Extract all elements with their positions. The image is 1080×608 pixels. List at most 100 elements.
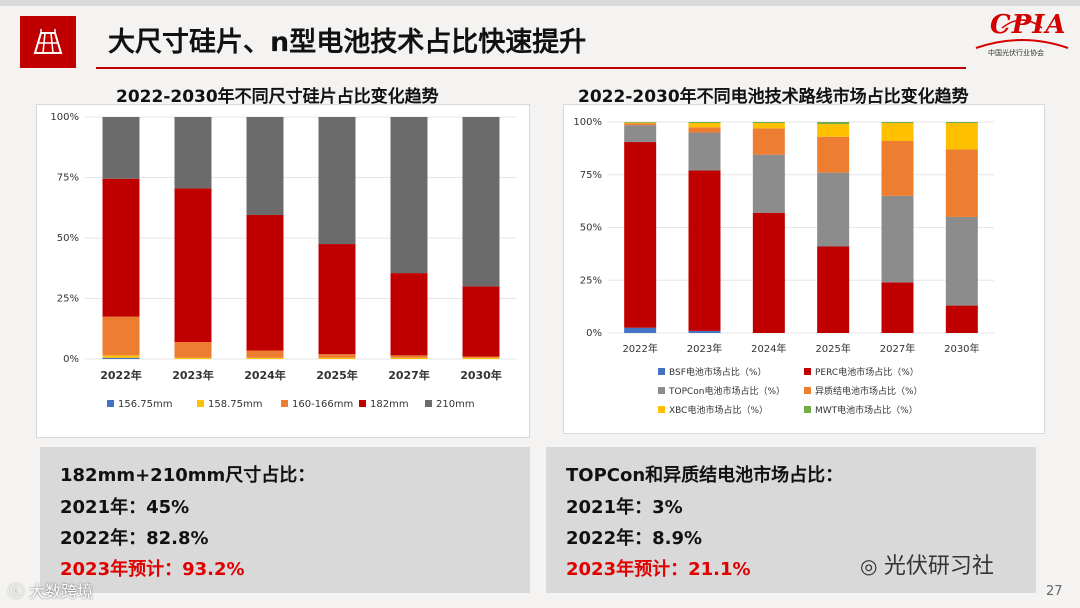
bar-segment: [752, 123, 785, 129]
x-tick-label: 2027年: [880, 342, 915, 355]
legend-swatch: [804, 387, 811, 394]
bar-segment: [246, 350, 284, 358]
bar-segment: [174, 117, 212, 189]
bar-segment: [462, 117, 500, 287]
legend-swatch: [658, 406, 665, 413]
bar-segment: [881, 282, 914, 333]
legend-swatch: [804, 368, 811, 375]
bar-segment: [102, 357, 140, 359]
legend-label: MWT电池市场占比（%）: [815, 404, 918, 416]
bar-segment: [881, 195, 914, 283]
bar-segment: [817, 172, 850, 247]
x-tick-label: 2024年: [751, 342, 786, 355]
y-tick-label: 50%: [580, 223, 602, 234]
watermark-left-text: 大数跨境: [29, 582, 94, 601]
legend-swatch: [658, 368, 665, 375]
watermark-right: ◎ 光伏研习社: [860, 548, 994, 580]
bar-segment: [688, 122, 721, 124]
bar-segment: [945, 122, 978, 124]
bar-segment: [318, 117, 356, 245]
y-tick-label: 25%: [580, 275, 602, 286]
cpia-logo: CPIA 中国光伏行业协会: [972, 8, 1072, 64]
legend-swatch: [197, 400, 204, 407]
left-info-heading: 182mm+210mm尺寸占比：: [60, 465, 316, 486]
legend-swatch: [359, 400, 366, 407]
bar-segment: [390, 357, 428, 359]
right-info-line-2021: 2021年：3%: [566, 497, 683, 518]
bar-segment: [624, 122, 657, 124]
cpia-logo-text: CPIA: [990, 10, 1067, 40]
legend-label: BSF电池市场占比（%）: [669, 366, 766, 378]
bar-segment: [318, 357, 356, 359]
bar-segment: [174, 357, 212, 359]
bar-segment: [174, 342, 212, 358]
x-tick-label: 2025年: [815, 342, 850, 355]
legend-label: 182mm: [370, 399, 409, 410]
right-info-line-2022: 2022年：8.9%: [566, 528, 703, 549]
bar-segment: [945, 216, 978, 306]
right-chart-panel: 0% 25% 50% 75% 100% 2022年 2023年 2024年 2025年 2027年…: [563, 104, 1045, 434]
bar-segment: [462, 357, 500, 359]
left-info-line-2021: 2021年：45%: [60, 497, 190, 518]
bar-segment: [945, 123, 978, 150]
legend-swatch: [804, 406, 811, 413]
legend-swatch: [107, 400, 114, 407]
page-title: 大尺寸硅片、n型电池技术占比快速提升: [108, 27, 587, 58]
bar-segment: [390, 355, 428, 358]
legend-label: 异质结电池市场占比（%）: [815, 385, 923, 397]
bar-segment: [688, 330, 721, 333]
right-chart-title: 2022-2030年不同电池技术路线市场占比变化趋势: [578, 87, 969, 107]
bar-segment: [752, 128, 785, 155]
bar-segment: [624, 122, 657, 123]
bar-segment: [102, 117, 140, 179]
right-info-box: TOPCon和异质结电池市场占比： 2021年：3% 2022年：8.9% 20…: [546, 447, 1036, 593]
x-tick-label: 2024年: [244, 368, 286, 382]
bar-segment: [688, 127, 721, 133]
legend-label: TOPCon电池市场占比（%）: [668, 385, 785, 397]
top-bar: [0, 0, 1080, 6]
bar-segment: [624, 142, 657, 328]
bar-segment: [102, 355, 140, 358]
y-tick-label: 75%: [580, 170, 602, 181]
left-chart-title: 2022-2030年不同尺寸硅片占比变化趋势: [116, 87, 439, 107]
bar-segment: [246, 117, 284, 216]
bar-segment: [945, 149, 978, 217]
left-chart: 0% 25% 50% 75% 100% 2022年 2023年 2024年 2025年 2027年…: [50, 112, 517, 410]
bar-segment: [390, 273, 428, 356]
bar-segment: [752, 154, 785, 213]
left-info-box: 182mm+210mm尺寸占比： 2021年：45% 2022年：82.8% 2…: [40, 447, 530, 593]
legend-label: XBC电池市场占比（%）: [669, 404, 768, 416]
bar-segment: [390, 117, 428, 274]
bar-segment: [881, 122, 914, 124]
cpia-logo-subtitle: 中国光伏行业协会: [988, 49, 1044, 57]
right-chart: 0% 25% 50% 75% 100% 2022年 2023年 2024年 2025年 2027年…: [573, 117, 994, 416]
bar-segment: [624, 125, 657, 143]
y-tick-label: 100%: [573, 117, 602, 128]
y-tick-label: 75%: [57, 173, 79, 184]
bar-segment: [318, 244, 356, 355]
solar-panel-icon: [20, 16, 76, 68]
x-tick-label: 2023年: [687, 342, 722, 355]
y-tick-label: 50%: [57, 233, 79, 244]
legend-label: 156.75mm: [118, 399, 172, 410]
bar-segment: [102, 316, 140, 356]
x-tick-label: 2023年: [172, 368, 214, 382]
bar-segment: [318, 354, 356, 358]
title-divider: [96, 67, 966, 69]
bar-segment: [462, 356, 500, 358]
legend-label: 160-166mm: [292, 399, 353, 410]
right-info-line-2023: 2023年预计：21.1%: [566, 559, 751, 580]
bar-segment: [817, 136, 850, 173]
x-tick-label: 2030年: [460, 368, 502, 382]
legend-swatch: [658, 387, 665, 394]
y-tick-label: 25%: [57, 294, 79, 305]
bar-segment: [624, 123, 657, 126]
legend-label: 210mm: [436, 399, 475, 410]
bar-segment: [688, 123, 721, 128]
bar-segment: [752, 212, 785, 333]
wechat-icon: ◎: [860, 554, 884, 578]
x-tick-label: 2022年: [622, 342, 657, 355]
x-tick-label: 2022年: [100, 368, 142, 382]
legend-label: PERC电池市场占比（%）: [815, 366, 919, 378]
x-tick-label: 2025年: [316, 368, 358, 382]
